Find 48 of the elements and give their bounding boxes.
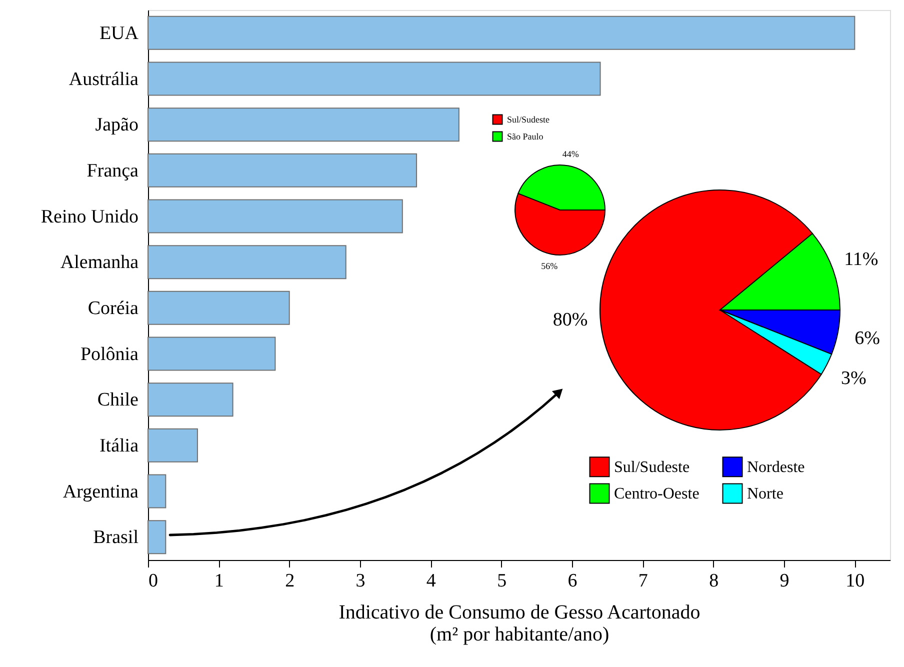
- y-tick-label: Polônia: [80, 344, 140, 365]
- data-label: 44%: [562, 149, 580, 160]
- bar: [148, 520, 166, 554]
- legend-label: São Paulo: [507, 132, 544, 142]
- legend-label: Sul/Sudeste: [507, 114, 550, 124]
- data-label: 3%: [840, 368, 866, 390]
- x-tick-label: 0: [148, 570, 158, 592]
- x-tick-label: 2: [285, 570, 295, 592]
- data-label: 6%: [854, 328, 880, 350]
- data-label: 80%: [552, 309, 588, 330]
- legend-label: Norte: [747, 486, 784, 502]
- x-tick-label: 3: [356, 570, 366, 592]
- y-tick-label: Brasil: [93, 527, 138, 548]
- x-tick-label: 9: [780, 570, 790, 592]
- x-tick-label: 7: [638, 570, 648, 592]
- y-tick-label: França: [86, 160, 140, 182]
- bar: [148, 382, 234, 417]
- bar: [148, 153, 418, 188]
- bar: [148, 62, 601, 96]
- x-tick-label: 10: [846, 570, 865, 592]
- y-tick-label: Alemanha: [60, 252, 140, 274]
- legend-label: Nordeste: [747, 458, 805, 476]
- y-tick-label: Argentina: [62, 481, 140, 502]
- x-tick-label: 8: [709, 570, 719, 592]
- bar: [148, 474, 166, 508]
- bar: [148, 108, 460, 142]
- y-tick-label: Japão: [95, 114, 138, 136]
- legend-label: Sul/Sudeste: [614, 458, 690, 476]
- x-tick-label: 5: [497, 570, 507, 592]
- y-tick-label: Austrália: [68, 68, 140, 90]
- y-tick-label: Chile: [97, 390, 138, 411]
- x-axis-title: Indicativo de Consumo de Gesso Acartonado (m² por habitante/ano): [338, 602, 700, 646]
- data-label: 56%: [541, 260, 558, 271]
- y-tick-label: Reino Unido: [40, 206, 138, 228]
- bar: [148, 336, 276, 371]
- bar: [148, 16, 856, 50]
- y-tick-label: EUA: [99, 22, 139, 44]
- bar: [148, 245, 346, 280]
- data-label: 11%: [844, 249, 878, 270]
- x-tick-label: 4: [426, 570, 436, 592]
- x-tick-label: 1: [214, 570, 224, 592]
- bar: [148, 428, 198, 462]
- legend-label: Centro-Oeste: [614, 486, 700, 502]
- bar: [148, 290, 290, 325]
- bar: [148, 199, 403, 234]
- x-tick-label: 6: [568, 570, 578, 592]
- y-tick-label: Coréia: [88, 298, 140, 319]
- y-tick-label: Itália: [99, 435, 140, 456]
